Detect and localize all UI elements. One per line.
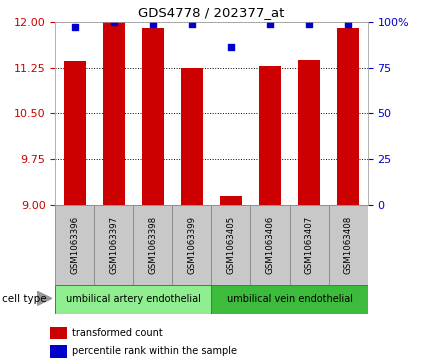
Point (306, 21, 312, 26)
Bar (211, 205, 250, 285)
Bar (64, 61, 85, 205)
Text: GSM1063398: GSM1063398 (148, 216, 157, 274)
Bar (103, 22, 125, 205)
Text: percentile rank within the sample: percentile rank within the sample (72, 346, 238, 356)
Point (345, 21, 351, 26)
Bar (181, 68, 203, 205)
Bar (50, 327, 67, 339)
Bar (250, 205, 289, 285)
Polygon shape (37, 291, 52, 306)
Point (150, 21, 156, 26)
Bar (259, 66, 281, 205)
Point (189, 21, 196, 26)
Bar (337, 28, 359, 205)
Text: GSM1063408: GSM1063408 (343, 216, 353, 274)
Text: GSM1063396: GSM1063396 (70, 216, 79, 274)
Point (266, 21, 273, 26)
Text: GSM1063399: GSM1063399 (187, 216, 196, 274)
Bar (173, 205, 211, 285)
Bar (329, 205, 368, 285)
Text: transformed count: transformed count (72, 328, 163, 338)
Bar (55, 205, 94, 285)
Bar (133, 205, 173, 285)
Text: GSM1063397: GSM1063397 (109, 216, 118, 274)
Text: GSM1063406: GSM1063406 (266, 216, 275, 274)
Text: cell type: cell type (2, 294, 47, 305)
Bar (55, 285, 211, 314)
Bar (50, 345, 67, 358)
Text: GSM1063407: GSM1063407 (305, 216, 314, 274)
Title: GDS4778 / 202377_at: GDS4778 / 202377_at (138, 6, 285, 19)
Point (110, 19, 117, 25)
Text: GSM1063405: GSM1063405 (227, 216, 235, 274)
Text: umbilical artery endothelial: umbilical artery endothelial (66, 294, 201, 305)
Point (71, 24, 78, 30)
Bar (298, 60, 320, 205)
Point (227, 45, 234, 50)
Bar (94, 205, 133, 285)
Text: umbilical vein endothelial: umbilical vein endothelial (227, 294, 352, 305)
Bar (220, 196, 242, 205)
Bar (289, 205, 329, 285)
Bar (142, 28, 164, 205)
Bar (211, 285, 368, 314)
